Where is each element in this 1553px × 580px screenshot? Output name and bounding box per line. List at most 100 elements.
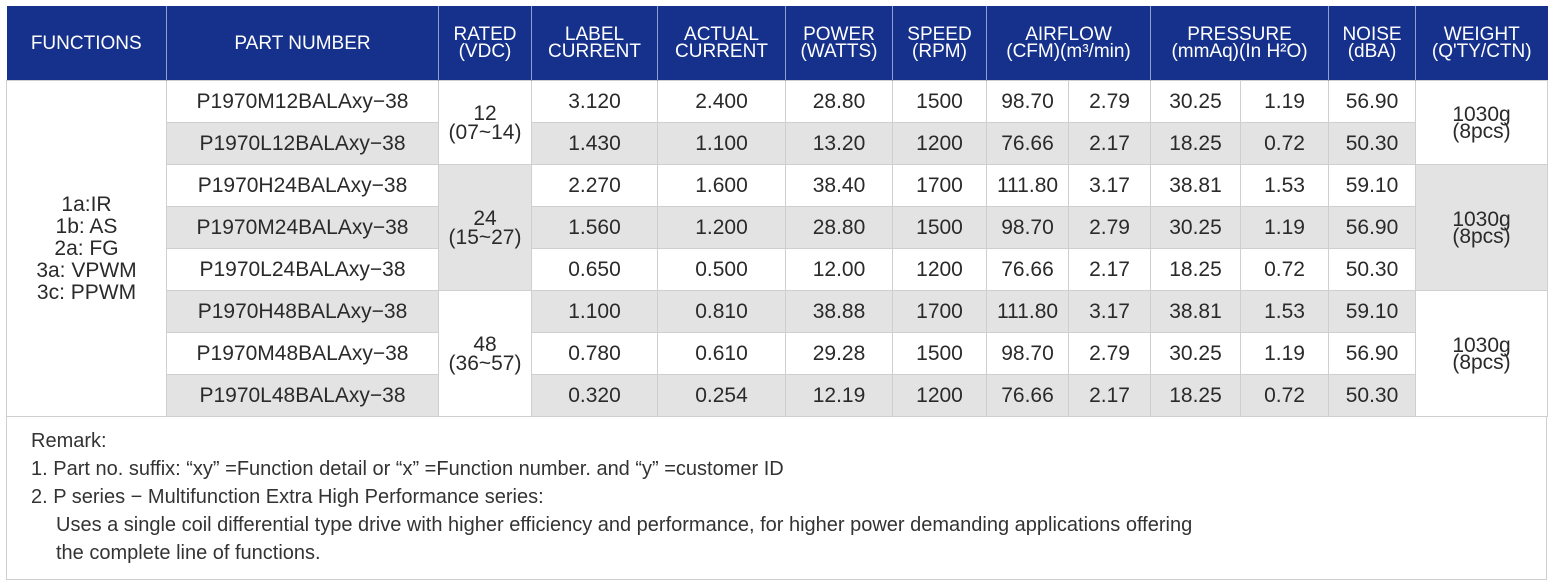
spec-sheet: FUNCTIONS PART NUMBER RATED (VDC) LABEL CURRE…	[6, 6, 1549, 580]
column-header-line: POWER	[803, 24, 875, 45]
table-row: P1970L48BALAxy−38 0.320 0.254 12.19 1200 76.6…	[7, 374, 1548, 417]
carton-qty: (8pcs)	[1452, 350, 1511, 374]
m3min-cell: 2.17	[1067, 374, 1152, 417]
cfm-cell: 76.66	[986, 374, 1069, 417]
weight-value: 1030g	[1452, 333, 1511, 357]
mmaq-cell: 18.25	[1150, 122, 1242, 165]
header-row: FUNCTIONS PART NUMBER RATED (VDC) LABEL CURRE…	[6, 6, 1548, 81]
inh2o-cell: 0.72	[1240, 248, 1330, 291]
cfm-cell: 98.70	[986, 332, 1069, 375]
part-number-cell: P1970L48BALAxy−38	[166, 374, 439, 417]
column-header-line: RATED	[453, 24, 517, 45]
rated-voltage: 48	[473, 332, 497, 356]
mmaq-cell: 18.25	[1150, 374, 1242, 417]
column-header-line: CURRENT	[675, 41, 768, 62]
column-header-line: ACTUAL	[684, 24, 759, 45]
column-header: ACTUAL CURRENT	[657, 6, 786, 81]
remarks-line-1: 1. Part no. suffix: “xy” =Function detai…	[31, 458, 784, 480]
rated-voltage: 24	[473, 206, 497, 230]
function-item: 3a: VPWM	[36, 258, 137, 282]
function-item: 3c: PPWM	[36, 280, 137, 304]
noise-cell: 59.10	[1328, 290, 1417, 333]
function-item: 1b: AS	[55, 214, 118, 238]
power-cell: 29.28	[785, 332, 893, 375]
actual-current-cell: 1.100	[657, 122, 786, 165]
part-number-cell: P1970M24BALAxy−38	[166, 206, 439, 249]
remarks-title: Remark:	[31, 430, 107, 452]
actual-current-cell: 0.500	[657, 248, 786, 291]
speed-cell: 1500	[892, 206, 987, 249]
noise-cell: 56.90	[1328, 80, 1417, 123]
rated-range: (36~57)	[448, 351, 522, 375]
part-number-cell: P1970H48BALAxy−38	[166, 290, 439, 333]
actual-current-cell: 2.400	[657, 80, 786, 123]
cfm-cell: 98.70	[986, 80, 1069, 123]
inh2o-cell: 0.72	[1240, 122, 1330, 165]
column-header: LABEL CURRENT	[531, 6, 658, 81]
mmaq-cell: 30.25	[1150, 206, 1242, 249]
remarks-line-4: the complete line of functions.	[56, 542, 321, 564]
column-header-line: FUNCTIONS	[30, 32, 142, 54]
power-cell: 12.19	[785, 374, 893, 417]
fan-spec-table: FUNCTIONS PART NUMBER RATED (VDC) LABEL CURRE…	[6, 6, 1549, 417]
noise-cell: 50.30	[1328, 248, 1417, 291]
function-item: 1a:IR	[61, 192, 112, 216]
label-current-cell: 1.100	[531, 290, 658, 333]
remarks-line-2: 2. P series − Multifunction Extra High P…	[31, 486, 544, 508]
part-number-cell: P1970L12BALAxy−38	[166, 122, 439, 165]
noise-cell: 56.90	[1328, 332, 1417, 375]
label-current-cell: 3.120	[531, 80, 658, 123]
inh2o-cell: 1.19	[1240, 80, 1330, 123]
column-header-line: NOISE	[1342, 24, 1402, 45]
table-row: P1970H24BALAxy−38 24 (15~27) 2.270 1.600 38.4…	[7, 164, 1549, 291]
part-number-cell: P1970M12BALAxy−38	[166, 80, 439, 123]
column-header-line: PRESSURE	[1187, 24, 1292, 45]
rated-range: (15~27)	[448, 225, 522, 249]
table-row: P1970H48BALAxy−38 48 (36~57) 1.100 0.810 38.8…	[7, 290, 1549, 417]
weight-value: 1030g	[1452, 102, 1511, 126]
column-header-line: SPEED	[907, 24, 972, 45]
column-header-line: (CFM)(m³/min)	[1006, 41, 1131, 62]
column-header: PRESSURE (mmAq)(In H²O)	[1150, 6, 1330, 81]
actual-current-cell: 0.254	[657, 374, 786, 417]
noise-cell: 59.10	[1328, 164, 1417, 207]
column-header: SPEED (RPM)	[892, 6, 987, 81]
cfm-cell: 76.66	[986, 122, 1069, 165]
cfm-cell: 111.80	[986, 164, 1069, 207]
column-header: POWER (WATTS)	[785, 6, 893, 81]
part-number-cell: P1970H24BALAxy−38	[166, 164, 439, 207]
label-current-cell: 1.560	[531, 206, 658, 249]
cfm-cell: 76.66	[986, 248, 1069, 291]
speed-cell: 1200	[892, 122, 987, 165]
rated-voltage: 12	[473, 101, 497, 125]
part-number-cell: P1970M48BALAxy−38	[166, 332, 439, 375]
actual-current-cell: 0.610	[657, 332, 786, 375]
column-header-line: WEIGHT	[1443, 24, 1520, 45]
column-header-line: (Q'TY/CTN)	[1431, 41, 1532, 62]
speed-cell: 1200	[892, 248, 987, 291]
table-row: P1970M24BALAxy−38 1.560 1.200 28.80 1500 98.7…	[7, 206, 1548, 249]
carton-qty: (8pcs)	[1452, 119, 1511, 143]
weight-cell: 1030g (8pcs)	[1415, 290, 1549, 417]
mmaq-cell: 30.25	[1150, 80, 1242, 123]
mmaq-cell: 18.25	[1150, 248, 1242, 291]
power-cell: 13.20	[785, 122, 893, 165]
cfm-cell: 111.80	[986, 290, 1069, 333]
noise-cell: 56.90	[1328, 206, 1417, 249]
noise-cell: 50.30	[1328, 374, 1417, 417]
table-row: 1a:IR 1b: AS 2a: FG 3a: VPWM 3c: PPWM P1970M1…	[6, 80, 1549, 417]
actual-current-cell: 1.200	[657, 206, 786, 249]
inh2o-cell: 0.72	[1240, 374, 1330, 417]
weight-cell: 1030g (8pcs)	[1415, 164, 1549, 291]
column-header: PART NUMBER	[166, 6, 439, 81]
m3min-cell: 3.17	[1067, 290, 1152, 333]
rated-vdc-cell: 48 (36~57)	[438, 290, 532, 417]
column-header: NOISE (dBA)	[1328, 6, 1417, 81]
mmaq-cell: 38.81	[1150, 164, 1242, 207]
m3min-cell: 2.17	[1067, 122, 1152, 165]
column-header-line: (WATTS)	[800, 41, 878, 62]
label-current-cell: 1.430	[531, 122, 658, 165]
mmaq-cell: 38.81	[1150, 290, 1242, 333]
function-item: 2a: FG	[54, 236, 119, 260]
actual-current-cell: 0.810	[657, 290, 786, 333]
